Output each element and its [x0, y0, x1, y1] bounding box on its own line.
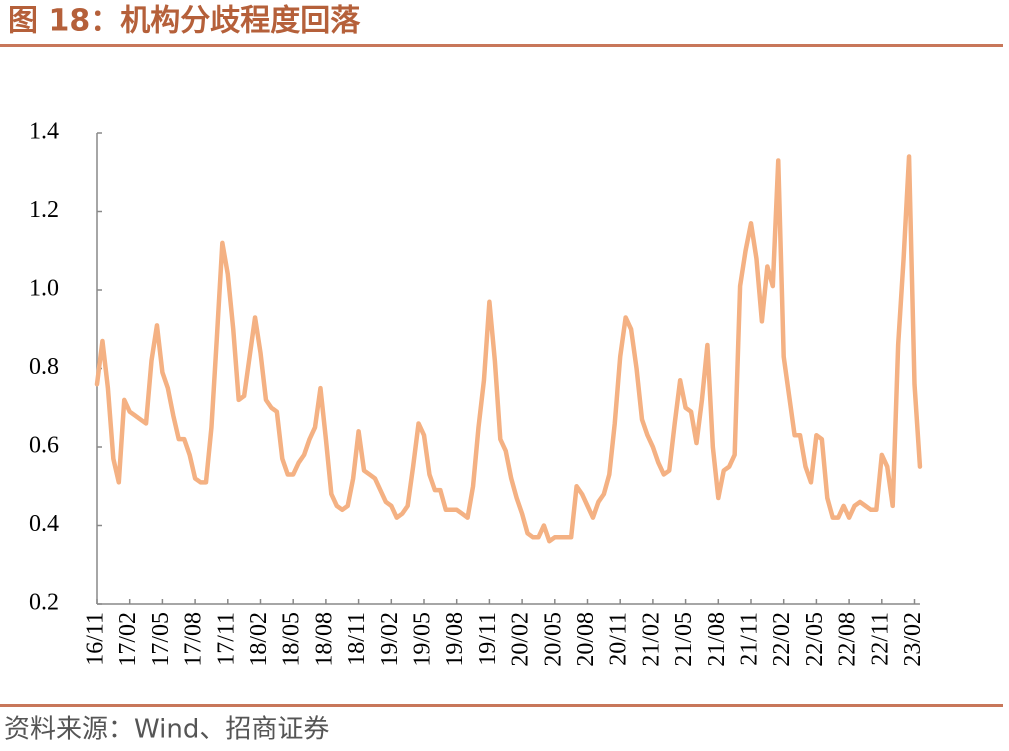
y-tick-label: 0.6 [29, 433, 59, 459]
x-tick-label: 16/11 [83, 612, 109, 666]
x-tick-label: 17/02 [115, 612, 141, 667]
x-tick-label: 21/02 [638, 612, 664, 667]
x-tick-label: 18/08 [311, 612, 337, 667]
x-tick-label: 22/08 [835, 612, 861, 667]
x-tick-label: 18/02 [246, 612, 272, 667]
y-tick-label: 0.2 [29, 590, 59, 616]
x-tick-label: 19/11 [475, 612, 501, 666]
y-tick-label: 1.0 [29, 276, 59, 302]
x-tick-label: 21/11 [737, 612, 763, 666]
x-tick-label: 22/05 [802, 612, 828, 667]
source-note: 资料来源：Wind、招商证券 [4, 715, 329, 745]
data-line [94, 154, 923, 544]
y-tick-label: 0.4 [29, 511, 59, 537]
x-tick-label: 18/05 [279, 612, 305, 667]
x-tick-label: 20/11 [606, 612, 632, 666]
x-tick-label: 18/11 [344, 612, 370, 666]
x-tick-label: 17/08 [181, 612, 207, 667]
x-tick-label: 20/02 [508, 612, 534, 667]
x-tick-label: 20/05 [540, 612, 566, 667]
y-tick-label: 1.4 [29, 119, 59, 145]
x-tick-label: 22/02 [769, 612, 795, 667]
x-tick-label: 19/02 [377, 612, 403, 667]
x-tick-label: 19/08 [442, 612, 468, 667]
y-tick-label: 0.8 [29, 354, 59, 380]
x-tick-label: 17/05 [148, 612, 174, 667]
x-tick-label: 21/05 [671, 612, 697, 667]
x-tick-label: 22/11 [867, 612, 893, 666]
x-tick-label: 17/11 [213, 612, 239, 666]
x-tick-label: 20/08 [573, 612, 599, 667]
y-tick-label: 1.2 [29, 197, 59, 223]
chart-title: 图 18：机构分歧程度回落 [8, 4, 361, 39]
footer-rule [0, 704, 1003, 707]
x-tick-label: 23/02 [900, 612, 926, 667]
x-tick-label: 21/08 [704, 612, 730, 667]
x-tick-label: 19/05 [410, 612, 436, 667]
header-rule [0, 44, 1003, 47]
